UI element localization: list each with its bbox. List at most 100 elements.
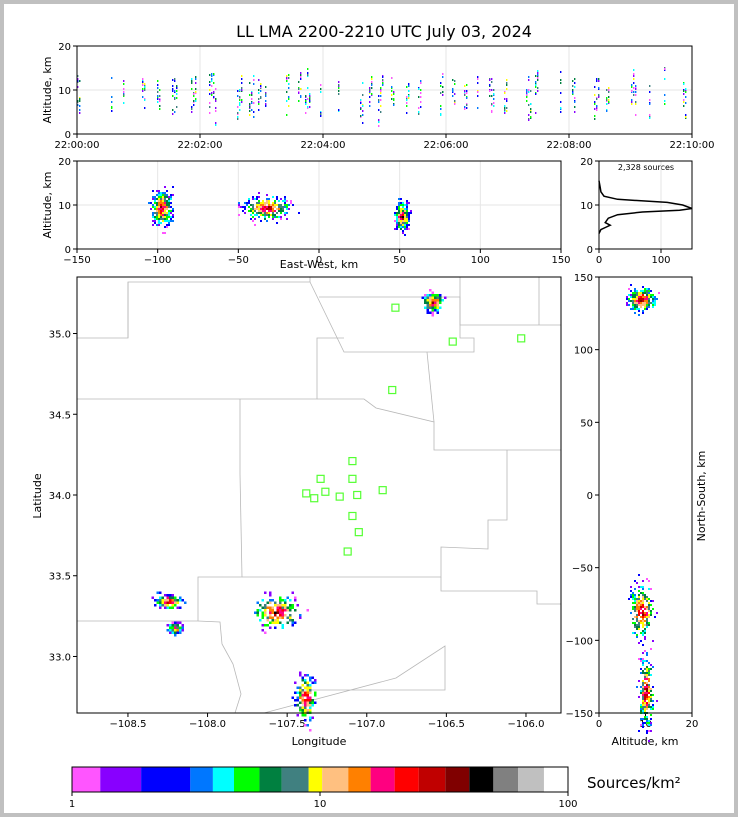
source-pixel bbox=[181, 629, 184, 632]
source-pixel bbox=[506, 107, 508, 109]
source-pixel bbox=[530, 116, 532, 118]
source-pixel bbox=[238, 202, 240, 204]
source-pixel bbox=[634, 598, 636, 600]
source-pixel bbox=[299, 709, 302, 712]
source-pixel bbox=[642, 722, 644, 724]
ew-tick-label: 150 bbox=[551, 255, 570, 266]
source-pixel bbox=[311, 701, 314, 704]
source-pixel bbox=[648, 298, 650, 300]
source-pixel bbox=[442, 76, 444, 78]
source-pixel bbox=[256, 202, 258, 204]
source-pixel bbox=[638, 598, 640, 600]
source-pixel bbox=[168, 216, 170, 218]
source-pixel bbox=[630, 294, 632, 296]
source-pixel bbox=[158, 204, 160, 206]
source-pixel bbox=[174, 601, 177, 604]
source-pixel bbox=[632, 294, 634, 296]
source-pixel bbox=[169, 606, 172, 609]
source-pixel bbox=[362, 105, 364, 107]
source-pixel bbox=[280, 208, 282, 210]
source-pixel bbox=[284, 206, 286, 208]
source-pixel bbox=[266, 601, 269, 604]
source-pixel bbox=[215, 110, 217, 112]
source-pixel bbox=[526, 94, 528, 96]
source-pixel bbox=[644, 300, 646, 302]
source-pixel bbox=[633, 87, 635, 89]
source-pixel bbox=[642, 292, 644, 294]
source-pixel bbox=[289, 616, 292, 619]
source-pixel bbox=[402, 208, 404, 210]
source-pixel bbox=[648, 704, 650, 706]
source-pixel bbox=[266, 200, 268, 202]
source-pixel bbox=[685, 102, 687, 104]
source-pixel bbox=[270, 210, 272, 212]
source-pixel bbox=[431, 299, 434, 302]
source-pixel bbox=[268, 216, 270, 218]
ns-altitude-xlabel: Altitude, km bbox=[611, 735, 678, 748]
source-pixel bbox=[164, 226, 166, 228]
source-pixel bbox=[253, 75, 255, 77]
source-pixel bbox=[644, 632, 646, 634]
source-pixel bbox=[174, 596, 177, 599]
source-pixel bbox=[170, 212, 172, 214]
source-pixel bbox=[426, 306, 429, 309]
source-pixel bbox=[152, 204, 154, 206]
source-pixel bbox=[171, 629, 174, 632]
station-marker bbox=[302, 489, 311, 498]
source-pixel bbox=[640, 304, 642, 306]
source-pixel bbox=[380, 92, 382, 94]
source-pixel bbox=[648, 698, 650, 700]
source-pixel bbox=[640, 608, 642, 610]
source-pixel bbox=[649, 114, 651, 116]
source-pixel bbox=[378, 109, 380, 111]
source-pixel bbox=[156, 208, 158, 210]
source-pixel bbox=[626, 304, 628, 306]
source-pixel bbox=[215, 100, 217, 102]
source-pixel bbox=[191, 106, 193, 108]
source-pixel bbox=[304, 681, 307, 684]
source-pixel bbox=[642, 632, 644, 634]
source-pixel bbox=[406, 222, 408, 224]
source-pixel bbox=[650, 294, 652, 296]
source-pixel bbox=[300, 74, 302, 76]
source-pixel bbox=[537, 77, 539, 79]
source-pixel bbox=[265, 86, 267, 88]
source-pixel bbox=[166, 196, 168, 198]
source-pixel bbox=[644, 702, 646, 704]
source-pixel bbox=[626, 298, 628, 300]
source-pixel bbox=[648, 294, 650, 296]
source-pixel bbox=[646, 614, 648, 616]
source-pixel bbox=[634, 596, 636, 598]
time-altitude-ylabel: Altitude, km bbox=[41, 56, 54, 123]
source-pixel bbox=[249, 94, 251, 96]
source-pixel bbox=[640, 710, 642, 712]
source-pixel bbox=[266, 619, 269, 622]
source-pixel bbox=[179, 621, 182, 624]
source-pixel bbox=[111, 101, 113, 103]
source-pixel bbox=[418, 107, 420, 109]
source-pixel bbox=[280, 216, 282, 218]
source-pixel bbox=[261, 599, 264, 602]
source-pixel bbox=[454, 80, 456, 82]
source-pixel bbox=[574, 101, 576, 103]
source-pixel bbox=[646, 620, 648, 622]
source-pixel bbox=[256, 601, 259, 604]
source-pixel bbox=[299, 614, 302, 617]
source-pixel bbox=[626, 302, 628, 304]
source-pixel bbox=[154, 604, 157, 607]
source-pixel bbox=[195, 76, 197, 78]
source-pixel bbox=[378, 95, 380, 97]
source-pixel bbox=[646, 302, 648, 304]
source-pixel bbox=[638, 608, 640, 610]
source-pixel bbox=[648, 662, 650, 664]
source-pixel bbox=[642, 626, 644, 628]
source-pixel bbox=[574, 97, 576, 99]
source-pixel bbox=[420, 101, 422, 103]
source-pixel bbox=[286, 206, 288, 208]
source-pixel bbox=[648, 696, 650, 698]
source-pixel bbox=[400, 212, 402, 214]
source-pixel bbox=[652, 300, 654, 302]
source-pixel bbox=[156, 190, 158, 192]
source-pixel bbox=[426, 301, 429, 304]
source-pixel bbox=[642, 718, 644, 720]
